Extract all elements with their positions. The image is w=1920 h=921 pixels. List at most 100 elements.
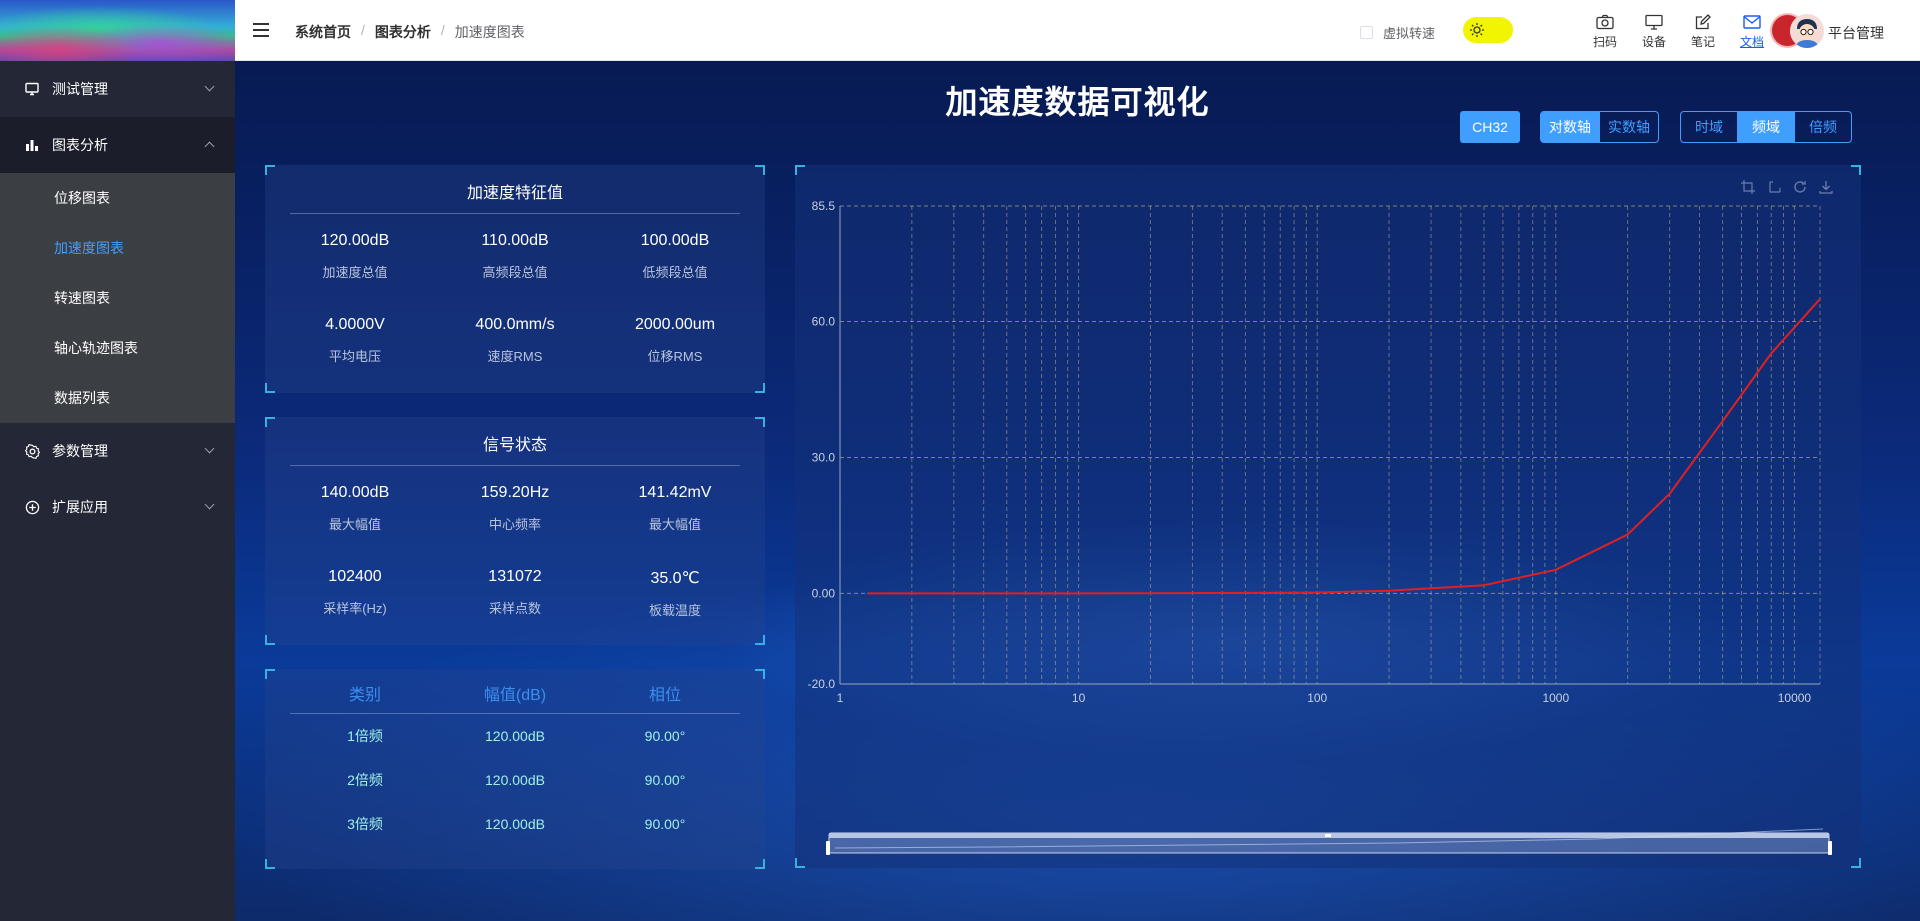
stat-label: 最大幅值 bbox=[648, 517, 701, 532]
stat-item: 35.0℃ 板载温度 bbox=[595, 550, 755, 634]
sun-icon bbox=[1468, 21, 1486, 39]
hamburger-menu-icon[interactable] bbox=[253, 23, 269, 37]
breadcrumb: 系统首页 / 图表分析 / 加速度图表 bbox=[295, 22, 525, 42]
y-tick-label: 0.00 bbox=[812, 586, 836, 600]
y-tick-label: 30.0 bbox=[812, 450, 836, 464]
panel-corner bbox=[1851, 165, 1861, 175]
table-row: 3倍频 120.00dB 90.00° bbox=[265, 802, 765, 846]
chart-toolbox bbox=[1740, 179, 1836, 197]
virtual-speed-checkbox[interactable]: 虚拟转速 bbox=[1360, 23, 1435, 42]
tool-label: 扫码 bbox=[1592, 35, 1617, 49]
time-domain-button[interactable]: 时域 bbox=[1695, 119, 1723, 135]
column-header: 相位 bbox=[648, 687, 681, 704]
stat-label: 速度RMS bbox=[487, 349, 543, 364]
channel-button[interactable]: CH32 bbox=[1460, 111, 1520, 143]
submenu-item-acceleration-chart[interactable]: 加速度图表 bbox=[54, 240, 124, 256]
panel-corner bbox=[265, 859, 275, 869]
device-button[interactable]: 设备 bbox=[1636, 13, 1672, 50]
sidebar-item-test-management[interactable]: 测试管理 bbox=[0, 61, 235, 117]
axis-toggle: 对数轴 实数轴 bbox=[1540, 111, 1659, 143]
user-name[interactable]: 平台管理 bbox=[1828, 25, 1884, 41]
table-cell: 120.00dB bbox=[485, 816, 545, 832]
camera-icon bbox=[1587, 13, 1623, 31]
restore-icon[interactable] bbox=[1792, 179, 1810, 197]
stat-value: 102400 bbox=[328, 568, 382, 585]
divider bbox=[290, 465, 740, 466]
x-tick-label: 10000 bbox=[1778, 691, 1812, 705]
avatar[interactable] bbox=[1790, 14, 1824, 48]
stat-label: 低频段总值 bbox=[642, 265, 708, 280]
table-cell: 3倍频 bbox=[347, 816, 383, 832]
sidebar-item-label: 扩展应用 bbox=[52, 499, 108, 515]
column-header: 类别 bbox=[348, 687, 381, 704]
gear-icon bbox=[24, 443, 40, 459]
scan-button[interactable]: 扫码 bbox=[1587, 13, 1623, 50]
app-logo bbox=[0, 0, 235, 61]
sidebar-item-label: 测试管理 bbox=[52, 81, 108, 97]
edit-icon bbox=[1685, 13, 1721, 31]
sidebar-item-label: 图表分析 bbox=[52, 137, 108, 153]
stat-value: 2000.00um bbox=[634, 316, 716, 333]
notes-button[interactable]: 笔记 bbox=[1685, 13, 1721, 50]
frequency-chart-panel: 85.5 60.0 30.0 0.00 -20.0 1 10 100 1000 10000 bbox=[795, 165, 1861, 868]
stat-item: 400.0mm/s 速度RMS bbox=[435, 298, 595, 382]
download-icon[interactable] bbox=[1818, 179, 1836, 197]
signal-stats: 140.00dB 最大幅值 159.20Hz 中心频率 141.42mV 最大幅值 1… bbox=[265, 466, 765, 634]
stat-value: 141.42mV bbox=[638, 484, 712, 501]
submenu-item-orbit-chart[interactable]: 轴心轨迹图表 bbox=[54, 340, 138, 356]
zoom-drag-handle bbox=[1325, 834, 1331, 837]
stat-value: 100.00dB bbox=[640, 232, 710, 249]
checkbox-box[interactable] bbox=[1360, 26, 1373, 39]
zoom-reset-icon[interactable] bbox=[1766, 179, 1784, 197]
octave-button[interactable]: 倍频 bbox=[1794, 112, 1851, 142]
panel-corner bbox=[265, 669, 275, 679]
chevron-down-icon bbox=[204, 81, 215, 92]
stat-value: 4.0000V bbox=[325, 316, 385, 333]
log-axis-button[interactable]: 对数轴 bbox=[1541, 112, 1599, 142]
theme-toggle[interactable] bbox=[1463, 17, 1513, 43]
stat-label: 最大幅值 bbox=[328, 517, 381, 532]
stat-item: 2000.00um 位移RMS bbox=[595, 298, 755, 382]
stat-value: 120.00dB bbox=[320, 232, 390, 249]
frequency-line-chart[interactable]: 85.5 60.0 30.0 0.00 -20.01 10 100 1000 10000 bbox=[795, 165, 1861, 868]
table-cell: 90.00° bbox=[644, 816, 686, 832]
x-tick-label: 10 bbox=[1072, 691, 1086, 705]
stat-item: 159.20Hz 中心频率 bbox=[435, 466, 595, 550]
signal-status-panel: 信号状态 140.00dB 最大幅值 159.20Hz 中心频率 141.42mV 最… bbox=[265, 417, 765, 645]
table-row: 2倍频 120.00dB 90.00° bbox=[265, 758, 765, 802]
sidebar: 测试管理 图表分析 位移图表 加速度图表 转速图表 轴心轨迹图表 数据列表 参数… bbox=[0, 0, 235, 921]
zoom-handle-right bbox=[1828, 841, 1832, 855]
breadcrumb-chart-analysis[interactable]: 图表分析 bbox=[374, 24, 431, 40]
y-tick-label: 60.0 bbox=[812, 315, 836, 329]
panel-corner bbox=[795, 165, 805, 175]
submenu-item-speed-chart[interactable]: 转速图表 bbox=[54, 290, 110, 306]
harmonics-table-panel: 类别 幅值(dB) 相位 1倍频 120.00dB 90.00° 2倍频 120… bbox=[265, 669, 765, 869]
bar-chart-icon bbox=[24, 137, 40, 153]
submenu-item-data-list[interactable]: 数据列表 bbox=[54, 390, 110, 406]
sidebar-item-extensions[interactable]: 扩展应用 bbox=[0, 479, 235, 535]
docs-button[interactable]: 文档 bbox=[1734, 13, 1770, 50]
zoom-slider-preview bbox=[834, 828, 1824, 849]
linear-axis-button[interactable]: 实数轴 bbox=[1599, 112, 1658, 142]
sidebar-item-parameter-management[interactable]: 参数管理 bbox=[0, 423, 235, 479]
frequency-domain-button[interactable]: 频域 bbox=[1737, 112, 1794, 142]
domain-toggle: 时域 频域 倍频 bbox=[1680, 111, 1852, 143]
panel-corner bbox=[755, 417, 765, 427]
sidebar-item-chart-analysis[interactable]: 图表分析 bbox=[0, 117, 235, 173]
stat-value: 400.0mm/s bbox=[475, 316, 555, 333]
zoom-icon[interactable] bbox=[1740, 179, 1758, 197]
panel-corner bbox=[1851, 858, 1861, 868]
stat-label: 中心频率 bbox=[488, 517, 541, 532]
feature-stats: 120.00dB 加速度总值 110.00dB 高频段总值 100.00dB 低频段总… bbox=[265, 214, 765, 382]
table-cell: 1倍频 bbox=[347, 728, 383, 744]
divider bbox=[290, 213, 740, 214]
sidebar-submenu: 位移图表 加速度图表 转速图表 轴心轨迹图表 数据列表 bbox=[0, 173, 235, 423]
acceleration-features-panel: 加速度特征值 120.00dB 加速度总值 110.00dB 高频段总值 100.0… bbox=[265, 165, 765, 393]
breadcrumb-home[interactable]: 系统首页 bbox=[295, 24, 351, 40]
panel-corner bbox=[755, 669, 765, 679]
panel-corner bbox=[755, 383, 765, 393]
stat-label: 板载温度 bbox=[648, 603, 701, 618]
submenu-item-displacement-chart[interactable]: 位移图表 bbox=[54, 190, 110, 206]
sidebar-item-label: 参数管理 bbox=[52, 443, 108, 459]
monitor-icon bbox=[24, 81, 40, 97]
